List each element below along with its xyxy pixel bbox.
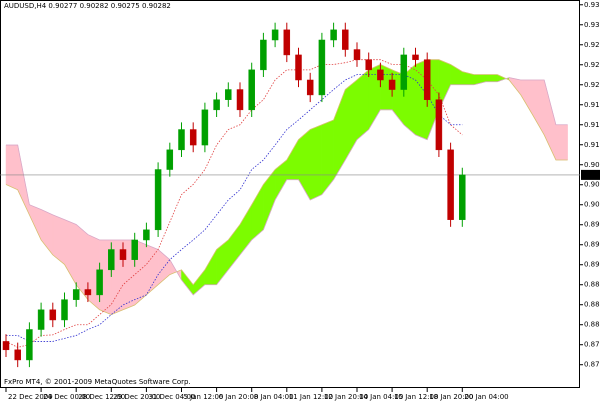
candle-body xyxy=(131,239,138,260)
y-tick-label: 0.89520 xyxy=(584,241,600,249)
candle-body xyxy=(201,109,209,146)
candle-body xyxy=(96,269,103,296)
indicator-line xyxy=(6,74,463,342)
candle-body xyxy=(225,89,232,100)
y-tick-label: 0.91195 xyxy=(584,141,600,149)
candle-body xyxy=(84,289,92,296)
candle-body xyxy=(178,129,185,151)
price-label: 0.90690 xyxy=(582,171,600,179)
candle-body xyxy=(283,29,291,56)
candle-body xyxy=(306,79,314,96)
x-tick-label: 31 Dec 04:00 xyxy=(148,393,195,401)
cloud-segment xyxy=(309,124,323,201)
x-tick-label: 24 Dec 00:00 xyxy=(43,393,90,401)
x-tick-label: 12 Jan 20:00 xyxy=(324,393,368,401)
candle-body xyxy=(61,299,68,321)
candle-body xyxy=(353,49,361,60)
x-tick-label: 14 Jan 04:00 xyxy=(359,393,403,401)
candle-body xyxy=(2,341,10,351)
candle-body xyxy=(377,69,384,81)
x-tick-label: 28 Dec 12:00 xyxy=(78,393,125,401)
y-tick-label: 0.87845 xyxy=(584,341,600,349)
y-tick-label: 0.88515 xyxy=(584,301,600,309)
candle-body xyxy=(435,99,443,151)
candle-body xyxy=(189,129,197,146)
y-tick-label: 0.90860 xyxy=(584,161,600,169)
y-tick-label: 0.93205 xyxy=(584,21,600,29)
candle-body xyxy=(14,349,21,361)
candle-body xyxy=(236,89,244,111)
plot-frame xyxy=(0,0,580,388)
footer: FxPro MT4, © 2001-2009 MetaQuotes Softwa… xyxy=(4,378,191,386)
candle-body xyxy=(342,29,349,50)
x-tick-label: 22 Dec 2009 xyxy=(8,393,53,401)
candle-body xyxy=(166,149,174,170)
x-tick-label: 15 Jan 12:00 xyxy=(394,393,438,401)
cloud-segment xyxy=(555,124,568,161)
candle-body xyxy=(108,249,115,271)
y-tick-label: 0.92535 xyxy=(584,61,600,69)
y-tick-label: 0.92200 xyxy=(584,81,600,89)
candle-body xyxy=(143,229,150,241)
x-tick-label: 20 Jan 04:00 xyxy=(464,393,508,401)
y-tick-label: 0.87510 xyxy=(584,361,600,369)
candle-body xyxy=(213,99,220,111)
candle-body xyxy=(49,309,57,321)
y-tick-label: 0.88180 xyxy=(584,321,600,329)
plot-layer xyxy=(0,22,580,368)
cloud-segment xyxy=(356,69,369,141)
y-tick-label: 0.93540 xyxy=(584,1,600,9)
y-tick-label: 0.90525 xyxy=(584,181,600,189)
candle-body xyxy=(400,54,408,90)
chart-title: AUDUSD,H4 0.90277 0.90282 0.90275 0.9028… xyxy=(4,2,171,10)
x-tick-label: 29 Dec 20:00 xyxy=(113,393,160,401)
x-tick-label: 8 Jan 04:00 xyxy=(254,393,294,401)
y-tick-label: 0.89855 xyxy=(584,221,600,229)
cloud-edge xyxy=(6,77,568,296)
candle-body xyxy=(330,29,337,41)
candle-body xyxy=(72,289,80,300)
cloud-segment xyxy=(485,74,498,83)
candle-body xyxy=(154,169,162,231)
cloud-segment xyxy=(5,144,18,191)
candle-body xyxy=(119,249,127,260)
y-tick-label: 0.91530 xyxy=(584,121,600,129)
candle-body xyxy=(248,69,255,111)
y-tick-label: 0.90190 xyxy=(584,201,600,209)
y-tick-label: 0.92870 xyxy=(584,41,600,49)
y-tick-label: 0.88850 xyxy=(584,281,600,289)
price-label-box xyxy=(581,169,600,180)
candle-body xyxy=(412,54,419,60)
candle-body xyxy=(295,54,302,81)
candle-body xyxy=(365,59,372,71)
candle-body xyxy=(459,174,466,220)
x-tick-label: 18 Jan 20:00 xyxy=(429,393,473,401)
candle-body xyxy=(318,39,326,96)
x-tick-label: 5 Jan 12:00 xyxy=(184,393,224,401)
candle-body xyxy=(388,79,396,90)
x-tick-label: 11 Jan 12:00 xyxy=(289,393,333,401)
candle-body xyxy=(447,149,454,220)
cloud-edge xyxy=(5,59,568,316)
candle-body xyxy=(423,59,431,100)
candle-body xyxy=(260,39,267,71)
y-tick-label: 0.89185 xyxy=(584,261,600,269)
x-tick-label: 6 Jan 20:00 xyxy=(219,393,259,401)
candle-body xyxy=(37,309,45,330)
indicator-line xyxy=(5,59,463,348)
candle-body xyxy=(26,329,33,361)
candle-body xyxy=(271,29,279,41)
y-tick-label: 0.91865 xyxy=(584,101,600,109)
